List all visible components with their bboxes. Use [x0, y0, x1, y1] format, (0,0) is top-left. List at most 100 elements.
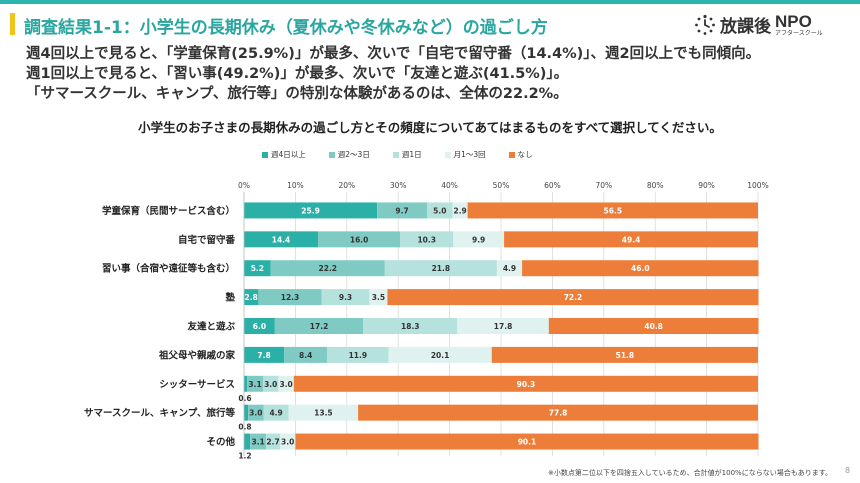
- legend-label: なし: [517, 150, 533, 159]
- bar-segment: [244, 346, 285, 363]
- category-label: 塾: [225, 292, 235, 304]
- bar-segment: [244, 260, 271, 277]
- bar-segment: [293, 375, 758, 392]
- bar-segment: [388, 346, 492, 363]
- x-tick-label: 50%: [493, 181, 510, 190]
- x-tick-label: 20%: [338, 181, 355, 190]
- data-label: 9.9: [472, 235, 485, 244]
- data-label: 3.0: [249, 409, 262, 418]
- data-label: 5.2: [251, 264, 264, 273]
- legend-item: 月1〜3回: [444, 149, 486, 160]
- bar-segment: [266, 433, 280, 450]
- data-label: 49.4: [622, 235, 641, 244]
- logo-npo: NPO: [775, 11, 812, 31]
- data-label: 40.8: [644, 322, 663, 331]
- data-label: 3.0: [264, 380, 277, 389]
- bar-segment: [327, 346, 389, 363]
- bar-segment: [244, 289, 259, 306]
- legend-swatch: [262, 151, 268, 158]
- bar-segment: [244, 231, 319, 248]
- category-label: その他: [206, 436, 235, 448]
- summary-line: 「サマースクール、キャンプ、旅行等」の特別な体験があるのは、全体の22.2%。: [26, 86, 568, 102]
- bar-segment: [496, 260, 523, 277]
- bar-segment: [270, 260, 385, 277]
- legend-label: 週2〜3日: [337, 150, 370, 159]
- organization-logo: 放課後 NPO アフタースクール: [694, 12, 823, 37]
- data-label: 13.5: [314, 409, 333, 418]
- page-title: 調査結果1-1：小学生の長期休み（夏休みや冬休みなど）の過ごし方: [24, 18, 548, 38]
- top-accent-bar: [0, 0, 860, 4]
- bar-segment: [278, 375, 294, 392]
- summary-line: 週4回以上で見ると、「学童保育(25.9%)」が最多、次いで「自宅で留守番（14…: [26, 46, 761, 62]
- bar-segment: [248, 404, 264, 421]
- bar-segment: [279, 433, 296, 450]
- bar-segment: [387, 289, 759, 306]
- category-label: サマースクール、キャンプ、旅行等: [84, 407, 235, 419]
- legend-label: 週1日: [401, 150, 422, 159]
- data-label: 56.5: [604, 206, 623, 215]
- data-label: 5.0: [433, 206, 446, 215]
- data-label: 0.8: [238, 423, 251, 432]
- bar-segment: [452, 202, 468, 219]
- footnote: ※小数点第二位以下を四捨五入しているため、合計値が100%にならない場合もありま…: [548, 469, 832, 477]
- legend-swatch: [328, 151, 335, 158]
- data-label: 46.0: [631, 264, 650, 273]
- data-label: 9.3: [339, 293, 352, 302]
- data-label: 20.1: [431, 351, 450, 360]
- data-label: 10.3: [417, 235, 436, 244]
- legend-swatch: [392, 151, 399, 158]
- logo-subtext: アフタースクール: [775, 29, 823, 37]
- legend-label: 週4日以上: [271, 150, 306, 159]
- data-label: 72.2: [564, 293, 583, 302]
- bar-segment: [244, 433, 251, 450]
- category-label: 友達と遊ぶ: [186, 321, 235, 333]
- x-tick-label: 70%: [595, 181, 612, 190]
- data-label: 4.9: [503, 264, 516, 273]
- bar-segment: [321, 289, 370, 306]
- data-label: 6.0: [253, 322, 266, 331]
- bar-segment: [318, 231, 401, 248]
- summary-line: 週1回以上で見ると、「習い事(49.2%)」が最多、次いで「友達と遊ぶ(41.5…: [26, 66, 569, 82]
- data-label: 17.2: [310, 322, 329, 331]
- page-number: 8: [845, 466, 851, 475]
- bar-segment: [244, 202, 378, 219]
- category-label: 習い事（合宿や遠征等も含む）: [102, 263, 235, 275]
- bar-segment: [377, 202, 427, 219]
- bar-segment: [369, 289, 388, 306]
- bar-segment: [284, 346, 328, 363]
- x-tick-label: 90%: [698, 181, 715, 190]
- data-label: 14.4: [272, 235, 291, 244]
- data-label: 3.1: [248, 380, 261, 389]
- data-label: 21.8: [432, 264, 451, 273]
- data-label: 90.1: [518, 438, 537, 447]
- data-label: 90.3: [517, 380, 536, 389]
- data-label: 8.4: [299, 351, 312, 360]
- bar-segment: [250, 433, 267, 450]
- bar-segment: [247, 375, 264, 392]
- x-tick-label: 0%: [238, 181, 250, 190]
- bar-segment: [288, 404, 359, 421]
- data-label: 25.9: [301, 206, 320, 215]
- chart-legend: 週4日以上 週2〜3日 週1日 月1〜3回 なし: [262, 149, 556, 160]
- legend-label: 月1〜3回: [453, 150, 486, 159]
- data-label: 2.7: [266, 438, 279, 447]
- bar-segment: [491, 346, 758, 363]
- data-label: 18.3: [401, 322, 420, 331]
- data-label: 7.8: [257, 351, 270, 360]
- bar-segment: [258, 289, 322, 306]
- bar-segment: [244, 375, 248, 392]
- data-label: 3.1: [251, 438, 264, 447]
- category-label: シッターサービス: [159, 378, 235, 390]
- bar-segment: [384, 260, 497, 277]
- bar-segment: [504, 231, 758, 248]
- data-label: 2.9: [453, 206, 466, 215]
- x-tick-label: 60%: [544, 181, 561, 190]
- data-label: 3.0: [279, 380, 292, 389]
- bar-segment: [522, 260, 759, 277]
- bar-segment: [548, 318, 759, 334]
- bar-segment: [453, 231, 505, 248]
- legend-swatch: [444, 151, 451, 158]
- x-tick-label: 40%: [441, 181, 458, 190]
- bar-segment: [426, 202, 453, 219]
